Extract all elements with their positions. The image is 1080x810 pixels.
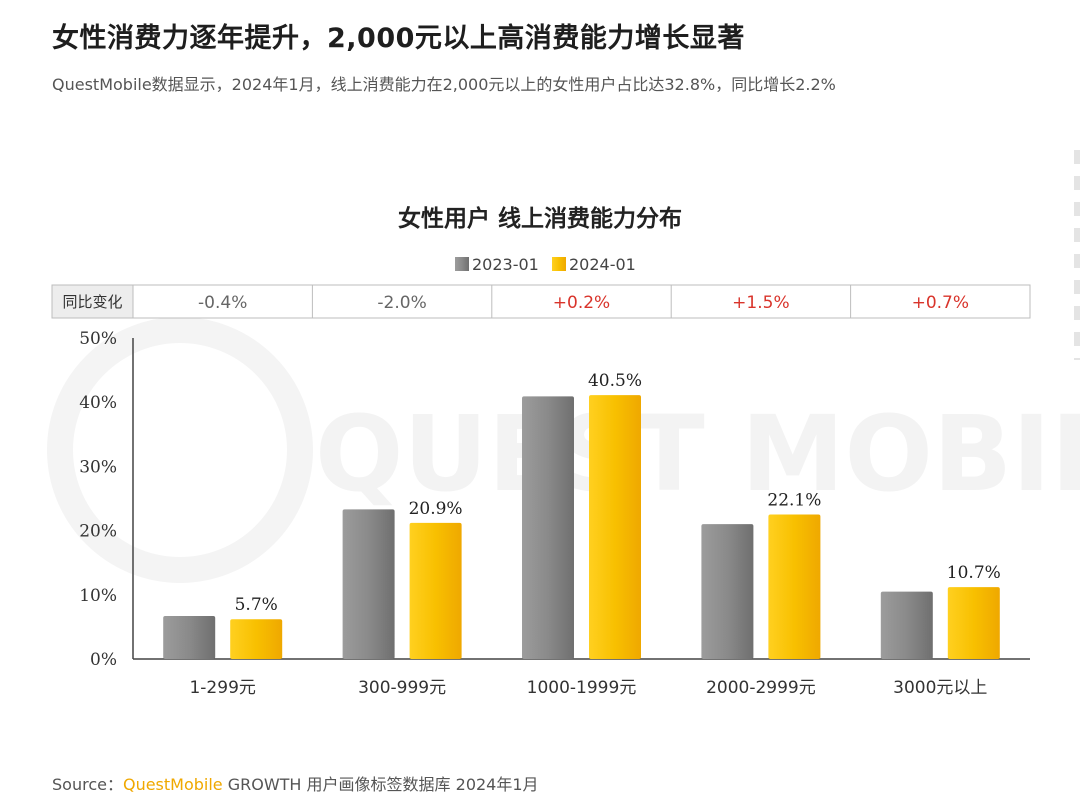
legend-label-2023-01: 2023-01	[472, 255, 539, 274]
chart-title: 女性用户 线上消费能力分布	[398, 205, 682, 232]
bar-2024-01	[947, 587, 1000, 659]
watermark-text: QUEST MOBILE	[315, 393, 1080, 515]
legend-label-2024-01: 2024-01	[569, 255, 636, 274]
bar-2023-01	[522, 396, 574, 659]
edge-decoration	[1074, 150, 1080, 360]
bar-2024-01	[768, 514, 821, 659]
y-tick-label: 0%	[90, 650, 117, 670]
watermark-logo-icon	[47, 317, 313, 583]
y-tick-label: 40%	[79, 393, 117, 413]
data-label-2024-01: 40.5%	[588, 371, 642, 391]
yoy-value: -0.4%	[198, 293, 247, 313]
x-tick-label: 3000元以上	[893, 678, 987, 698]
x-tick-label: 2000-2999元	[706, 678, 816, 698]
yoy-label-cell	[51, 284, 134, 319]
bar-2023-01	[342, 509, 395, 659]
legend-swatch-2023-01	[455, 257, 469, 271]
data-label-2024-01: 20.9%	[409, 499, 463, 519]
page-subtitle: QuestMobile数据显示，2024年1月，线上消费能力在2,000元以上的…	[52, 75, 836, 94]
source-text: GROWTH 用户画像标签数据库 2024年1月	[222, 775, 539, 794]
yoy-value: +1.5%	[732, 293, 789, 313]
data-label-2024-01: 22.1%	[767, 491, 821, 511]
page-title: 女性消费力逐年提升，2,000元以上高消费能力增长显著	[52, 23, 745, 54]
yoy-value: +0.2%	[553, 293, 610, 313]
bar-2023-01	[701, 524, 754, 659]
bar-2024-01	[589, 395, 641, 659]
x-tick-label: 300-999元	[358, 678, 446, 698]
bar-2024-01	[409, 522, 462, 659]
source-note: Source：QuestMobile GROWTH 用户画像标签数据库 2024…	[52, 771, 539, 795]
legend-swatch-2024-01	[552, 257, 566, 271]
bar-2023-01	[163, 615, 216, 659]
x-tick-label: 1000-1999元	[527, 678, 637, 698]
y-tick-label: 50%	[79, 329, 117, 349]
source-label: Source：	[52, 775, 123, 794]
yoy-value: +0.7%	[912, 293, 969, 313]
yoy-table	[51, 284, 1031, 319]
bar-2024-01	[230, 619, 283, 659]
x-tick-label: 1-299元	[189, 678, 255, 698]
y-tick-label: 30%	[79, 457, 117, 477]
y-tick-label: 10%	[79, 586, 117, 606]
source-brand: QuestMobile	[122, 775, 223, 794]
yoy-label: 同比变化	[62, 293, 122, 311]
y-tick-label: 20%	[79, 522, 117, 542]
data-label-2024-01: 10.7%	[947, 563, 1001, 583]
data-label-2024-01: 5.7%	[235, 595, 278, 615]
bar-2023-01	[880, 591, 933, 659]
yoy-value: -2.0%	[377, 293, 426, 313]
